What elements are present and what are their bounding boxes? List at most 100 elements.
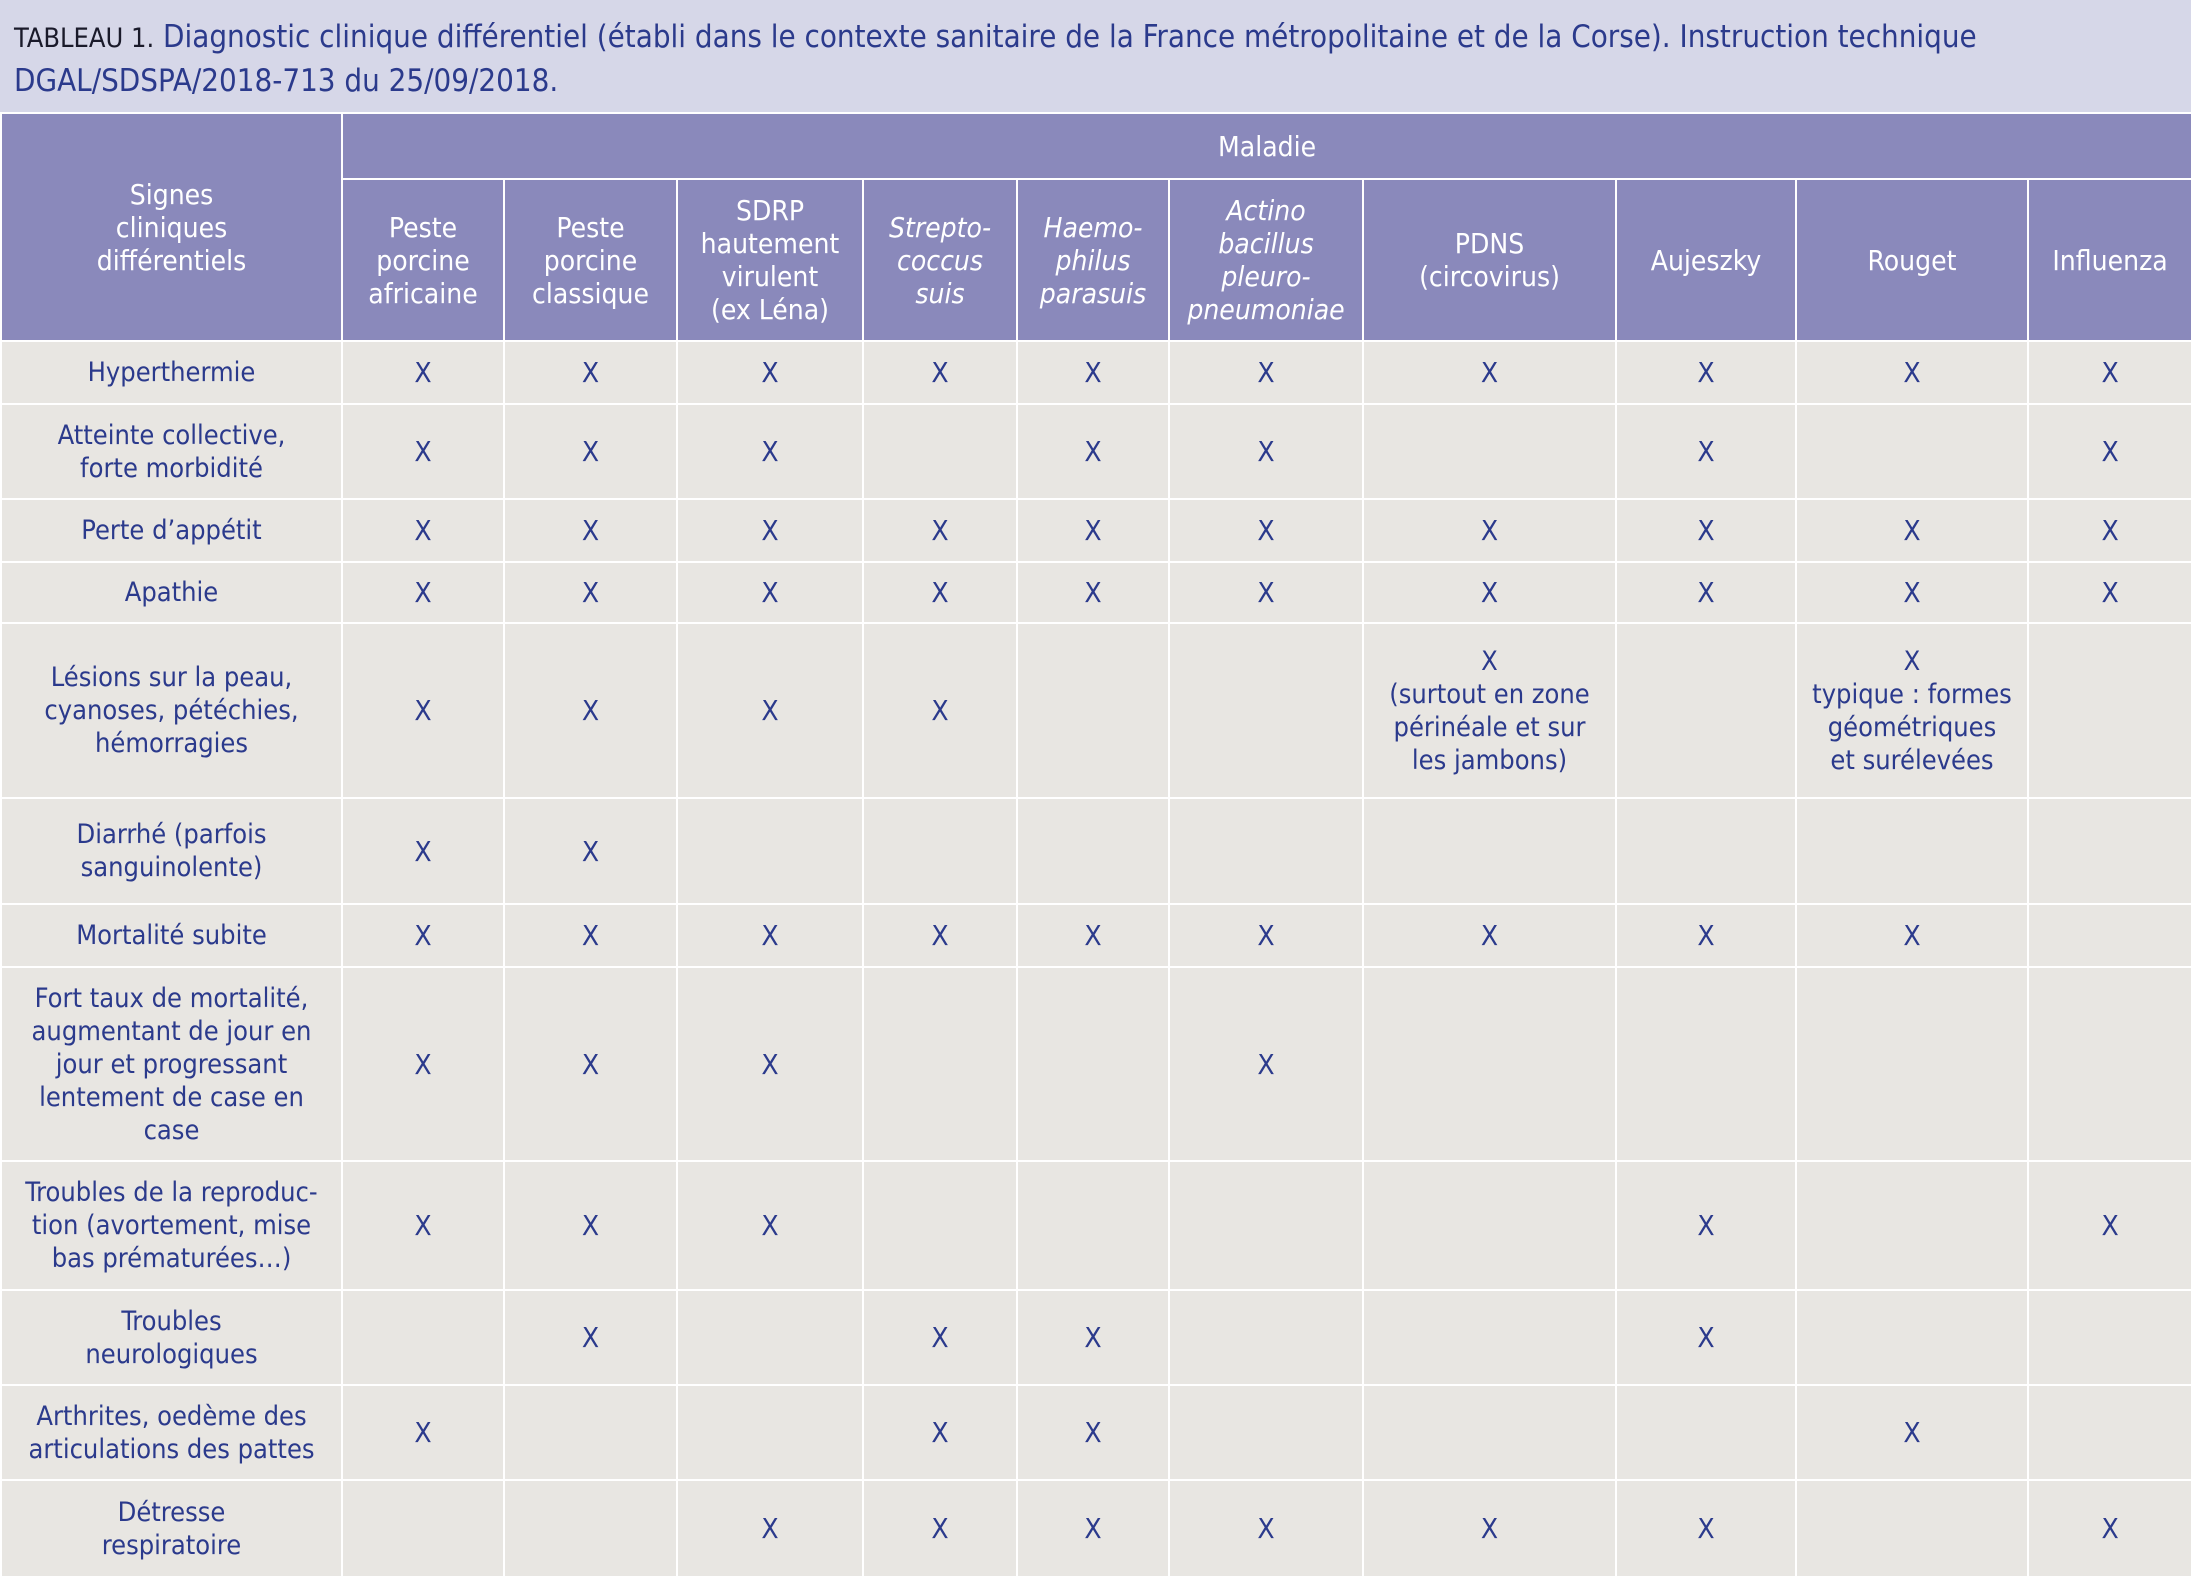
cell (1795, 1479, 2029, 1578)
cell (2026, 966, 2191, 1162)
cell: X (1615, 340, 1797, 405)
cell (2026, 797, 2191, 905)
cell: X (341, 403, 505, 500)
cell: X (676, 498, 864, 563)
cell: X (1016, 498, 1170, 563)
cell: X (1016, 1289, 1170, 1386)
cell: X (1615, 561, 1797, 624)
table-row: Hyperthermie X X X X X X X X X X (0, 340, 2191, 405)
cell: X (341, 622, 505, 799)
cell (1362, 797, 1617, 905)
cell (862, 403, 1018, 500)
cell: X (503, 966, 678, 1162)
caption: TABLEAU 1. Diagnostic clinique différent… (0, 0, 2191, 112)
cell: X typique : formes géométriques et surél… (1795, 622, 2029, 799)
cell (1016, 622, 1170, 799)
cell: X (676, 622, 864, 799)
column-header: Influenza (2026, 178, 2191, 342)
cell: X (1168, 561, 1364, 624)
cell: X (1362, 1479, 1617, 1578)
cell (1016, 1160, 1170, 1291)
table-row: Diarrhé (parfois sanguinolente) X X (0, 797, 2191, 905)
cell (1615, 966, 1797, 1162)
column-header: Haemo- philus parasuis (1016, 178, 1170, 342)
row-label: Atteinte collective, forte morbidité (0, 403, 343, 500)
row-label: Diarrhé (parfois sanguinolente) (0, 797, 343, 905)
cell: X (1795, 1384, 2029, 1481)
cell: X (1362, 498, 1617, 563)
cell (1795, 966, 2029, 1162)
cell: X (862, 498, 1018, 563)
cell: X (1016, 1384, 1170, 1481)
cell: X (341, 966, 505, 1162)
caption-label: TABLEAU 1. (14, 23, 155, 54)
row-label: Perte d’appétit (0, 498, 343, 563)
cell (1362, 403, 1617, 500)
cell: X (503, 340, 678, 405)
cell: X (1795, 340, 2029, 405)
cell: X (1168, 966, 1364, 1162)
cell: X (1168, 403, 1364, 500)
cell (503, 1479, 678, 1578)
column-header: Actino bacillus pleuro- pneumoniae (1168, 178, 1364, 342)
row-label: Arthrites, oedème des articulations des … (0, 1384, 343, 1481)
cell: X (676, 403, 864, 500)
cell: X (1795, 498, 2029, 563)
cell (1795, 797, 2029, 905)
table-row: Arthrites, oedème des articulations des … (0, 1384, 2191, 1481)
cell: X (503, 797, 678, 905)
cell (2026, 1289, 2191, 1386)
cell: X (1016, 561, 1170, 624)
cell (1795, 1289, 2029, 1386)
row-label: Troubles de la reproduc- tion (avortemen… (0, 1160, 343, 1291)
cell (1168, 1289, 1364, 1386)
cell: X (341, 561, 505, 624)
cell (1168, 1384, 1364, 1481)
cell: X (862, 340, 1018, 405)
table-row: Atteinte collective, forte morbidité X X X X… (0, 403, 2191, 500)
cell (676, 1289, 864, 1386)
cell (1168, 797, 1364, 905)
cell: X (1168, 903, 1364, 968)
cell: X (2026, 1160, 2191, 1291)
cell: X (341, 903, 505, 968)
cell: X (1615, 903, 1797, 968)
table: Signes cliniques différentiels Maladie Pes… (0, 112, 2191, 1578)
cell: X (2026, 561, 2191, 624)
cell: X (503, 903, 678, 968)
row-label: Détresse respiratoire (0, 1479, 343, 1578)
table-row: Fort taux de mortalité, augmentant de jo… (0, 966, 2191, 1162)
table-row: Troubles de la reproduc- tion (avortemen… (0, 1160, 2191, 1291)
cell: X (862, 1479, 1018, 1578)
cell: X (1016, 903, 1170, 968)
cell: X (1168, 498, 1364, 563)
cell: X (1362, 340, 1617, 405)
table-row: Mortalité subite X X X X X X X X X (0, 903, 2191, 968)
cell: X (1615, 1289, 1797, 1386)
row-label: Lésions sur la peau, cyanoses, pétéchies… (0, 622, 343, 799)
cell (1615, 1384, 1797, 1481)
table-row: Troubles neurologiques X X X X (0, 1289, 2191, 1386)
table-row: Détresse respiratoire X X X X X X X (0, 1479, 2191, 1578)
cell (341, 1479, 505, 1578)
cell (503, 1384, 678, 1481)
cell: X (676, 1479, 864, 1578)
cell: X (2026, 1479, 2191, 1578)
cell: X (1795, 903, 2029, 968)
cell: X (1016, 1479, 1170, 1578)
cell: X (1362, 561, 1617, 624)
row-label: Troubles neurologiques (0, 1289, 343, 1386)
row-label: Mortalité subite (0, 903, 343, 968)
column-header: PDNS (circovirus) (1362, 178, 1617, 342)
row-label: Apathie (0, 561, 343, 624)
column-header: Aujeszky (1615, 178, 1797, 342)
cell: X (676, 340, 864, 405)
cell (862, 797, 1018, 905)
cell (1362, 1289, 1617, 1386)
cell (2026, 622, 2191, 799)
cell: X (862, 1289, 1018, 1386)
cell (676, 1384, 864, 1481)
cell: X (676, 966, 864, 1162)
row-label: Fort taux de mortalité, augmentant de jo… (0, 966, 343, 1162)
cell (1168, 1160, 1364, 1291)
